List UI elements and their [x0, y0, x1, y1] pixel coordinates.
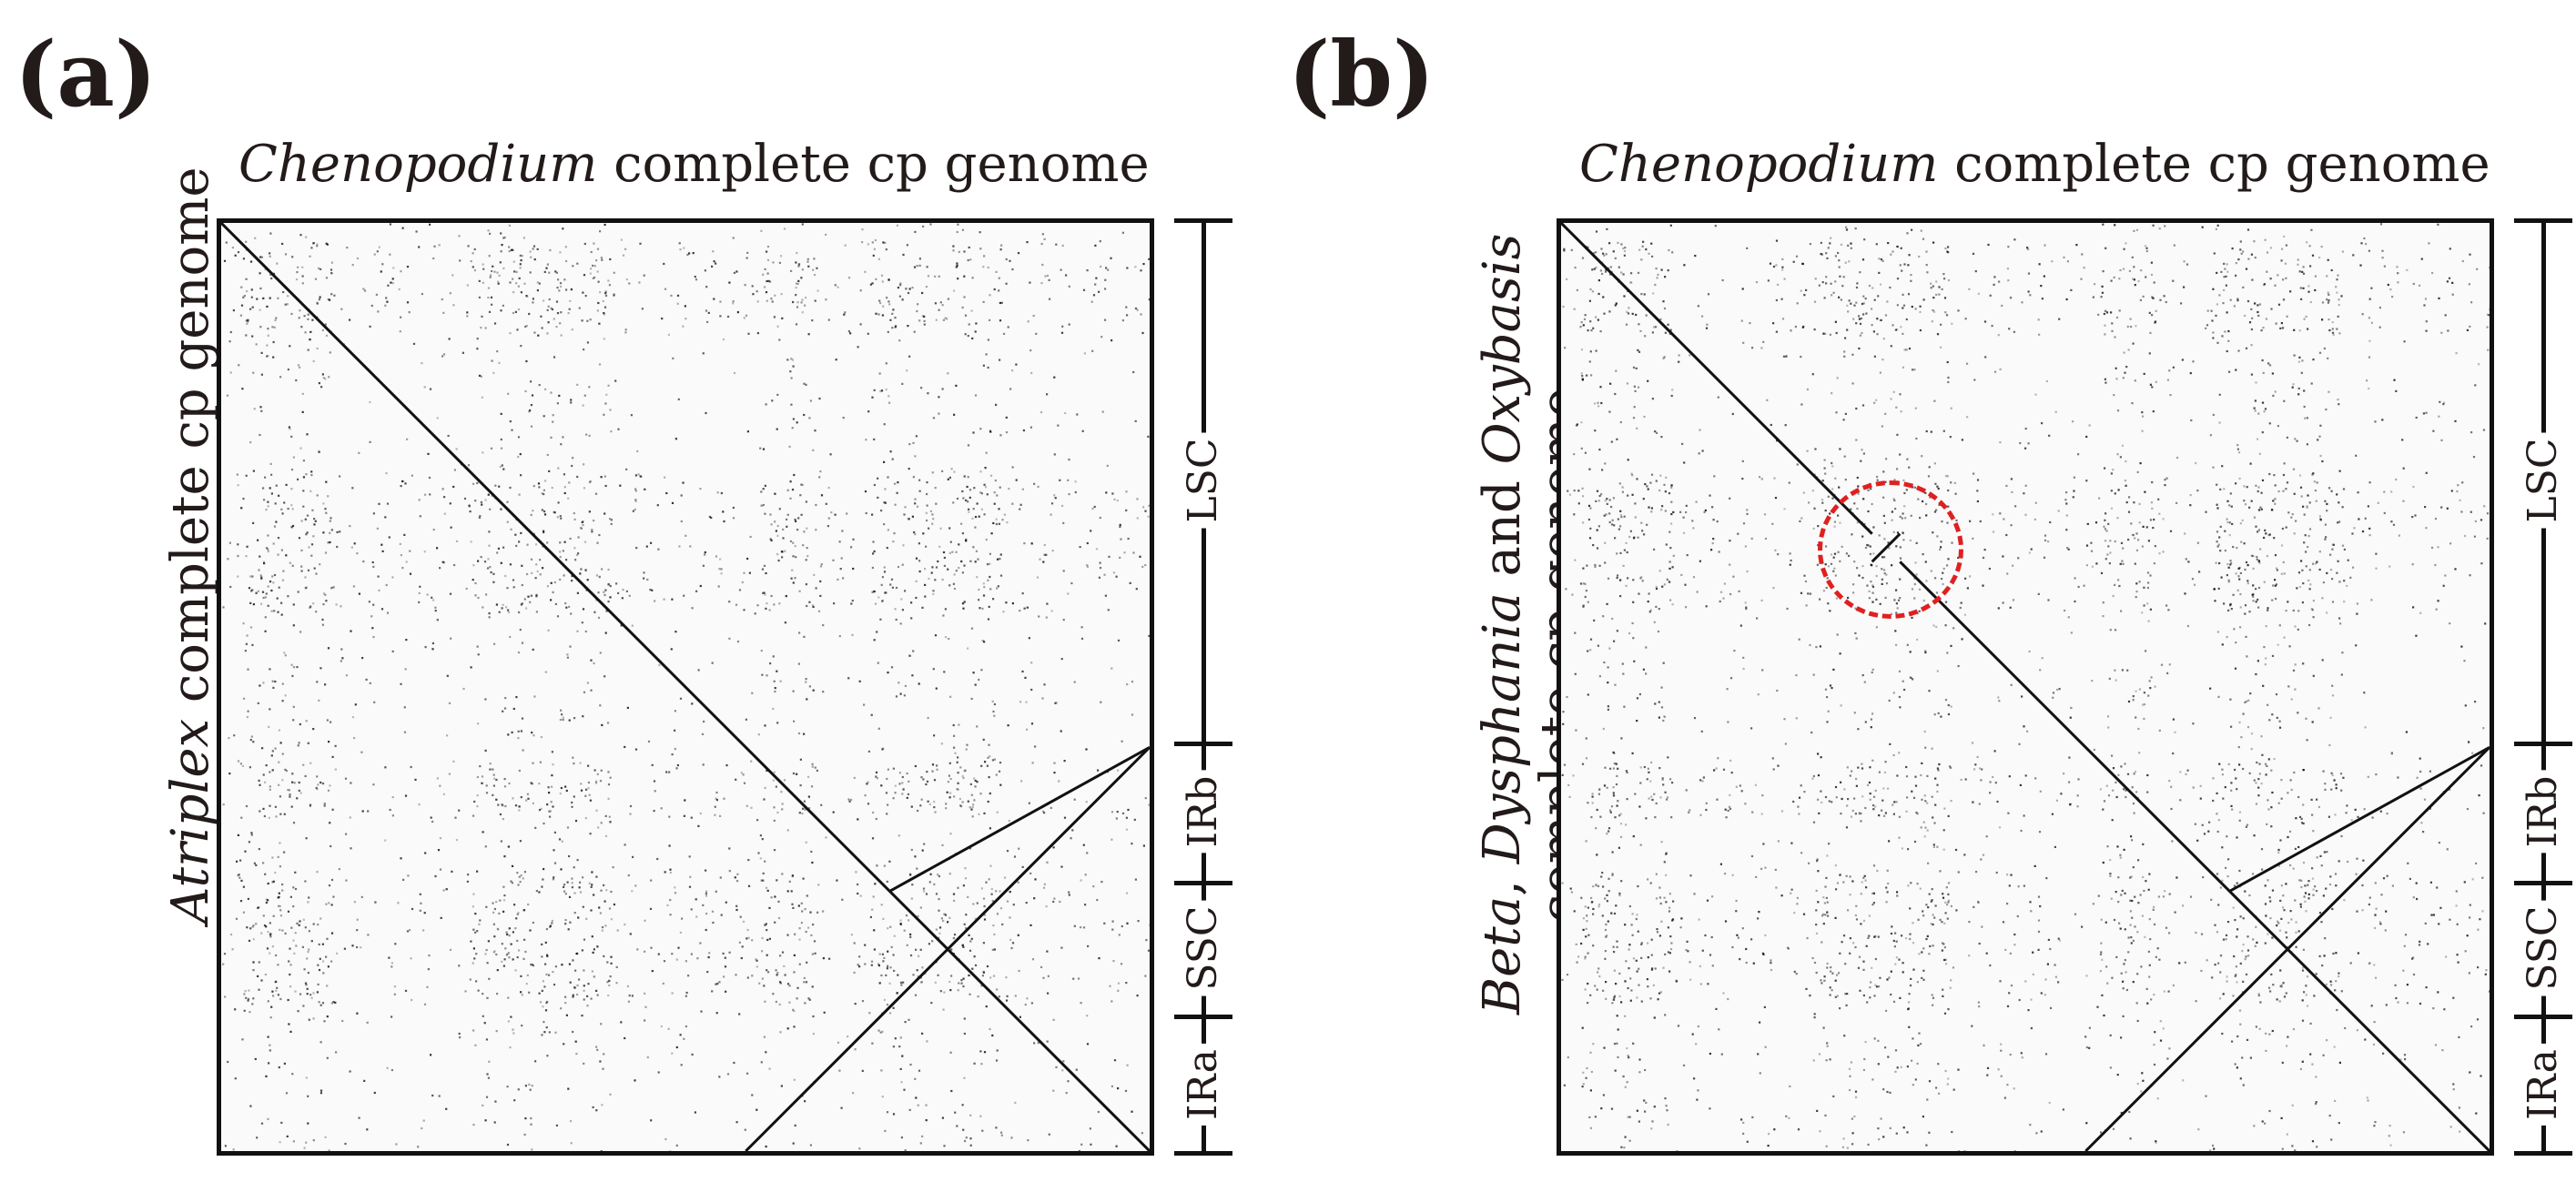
- region-label-ira: IRa: [1180, 1044, 1226, 1126]
- x-axis-title-b: Chenopodium complete cp genome: [1579, 135, 2490, 194]
- y-axis-title-b-line1: Beta, Dysphania and Oxybasis: [1473, 233, 1532, 1015]
- region-label-ssc: SSC: [1180, 900, 1226, 996]
- scale-tick: [1174, 881, 1232, 885]
- region-scale-b: LSC IRb SSC IRa: [2494, 218, 2576, 1156]
- scale-tick: [2514, 1151, 2572, 1156]
- scale-tick: [2514, 218, 2572, 223]
- panel-label-b: (b): [1288, 23, 1435, 127]
- inversion-highlight-circle: [1818, 480, 1963, 619]
- region-scale-a: LSC IRb SSC IRa: [1154, 218, 1263, 1156]
- region-label-ssc: SSC: [2520, 900, 2566, 996]
- scale-tick: [2514, 881, 2572, 885]
- main-diagonal: [221, 223, 1150, 1151]
- ir-antidiagonal-lower: [745, 746, 1150, 1151]
- noise-dots: [222, 223, 1150, 1151]
- scale-line-a: [1202, 218, 1206, 1156]
- panel-label-a: (a): [15, 23, 157, 127]
- ir-antidiagonal-upper: [2228, 745, 2490, 893]
- scale-tick: [1174, 742, 1232, 746]
- ir-antidiagonal-upper: [888, 745, 1150, 893]
- scale-tick: [1174, 1151, 1232, 1156]
- region-label-irb: IRb: [2520, 770, 2566, 854]
- region-label-lsc: LSC: [1180, 432, 1226, 529]
- scale-tick: [2514, 742, 2572, 746]
- dotplot-svg-b: [1561, 223, 2490, 1151]
- scale-tick: [2514, 1015, 2572, 1019]
- dotplot-b: [1557, 218, 2494, 1156]
- panel-b: (b) Chenopodium complete cp genome Beta,…: [1288, 0, 2576, 1182]
- scale-tick: [1174, 218, 1232, 223]
- noise-dots: [1561, 223, 2490, 1151]
- panel-a: (a) Chenopodium complete cp genome Atrip…: [15, 23, 1263, 1156]
- region-label-irb: IRb: [1180, 770, 1226, 854]
- dotplot-a: [217, 218, 1154, 1156]
- region-label-lsc: LSC: [2520, 432, 2566, 529]
- scale-line-b: [2541, 218, 2546, 1156]
- main-diagonal-part2: [1899, 561, 2490, 1151]
- scale-tick: [1174, 1015, 1232, 1019]
- x-axis-title-a: Chenopodium complete cp genome: [238, 135, 1150, 194]
- ir-antidiagonal-lower: [2084, 746, 2490, 1151]
- main-diagonal-part1: [1561, 223, 1873, 535]
- dotplot-svg-a: [221, 223, 1150, 1151]
- region-label-ira: IRa: [2520, 1044, 2566, 1126]
